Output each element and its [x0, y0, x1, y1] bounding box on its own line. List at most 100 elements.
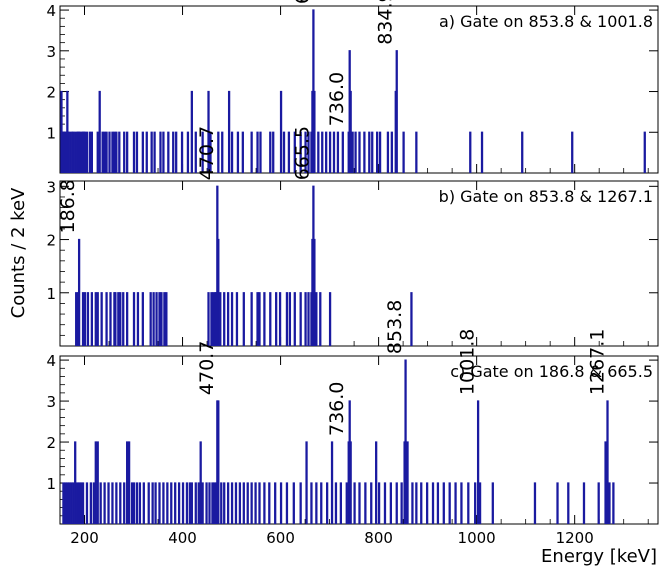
- histogram-bin: [98, 90, 101, 173]
- histogram-bin: [78, 131, 82, 173]
- histogram-bin: [315, 292, 318, 346]
- histogram-bin: [242, 292, 245, 346]
- histogram-bin: [336, 131, 340, 173]
- histogram-bin: [293, 131, 296, 173]
- histogram-bin: [64, 482, 67, 524]
- histogram-bin: [159, 131, 162, 173]
- histogram-bin: [378, 131, 382, 173]
- histogram-bin: [395, 50, 398, 173]
- histogram-bin: [127, 441, 131, 524]
- x-tick-label: 1000: [458, 529, 496, 547]
- histogram-bin: [242, 482, 245, 524]
- histogram-bin: [108, 131, 111, 173]
- histogram-bin: [339, 482, 342, 524]
- histogram-bin: [275, 292, 278, 346]
- histogram-bin: [96, 292, 99, 346]
- histogram-bin: [166, 482, 169, 524]
- peak-label: 736.0: [326, 382, 348, 436]
- peak-label: 834.9: [375, 0, 397, 45]
- panel-frame: [59, 180, 659, 347]
- histogram-bin: [371, 131, 374, 173]
- histogram-bin: [141, 292, 144, 346]
- histogram-bin: [230, 292, 234, 346]
- panel-a: 1 2 3 4 a) Gate on 853.8 & 1001.8 665.5 736.0 8…: [46, 0, 659, 174]
- histogram-bin: [263, 292, 266, 346]
- peak-label: 1267.1: [587, 329, 609, 395]
- histogram-bin: [77, 238, 81, 346]
- histogram-bin: [395, 482, 398, 524]
- histogram-bin: [345, 482, 348, 524]
- histogram-bin: [186, 131, 190, 173]
- histogram-bin: [100, 292, 103, 346]
- histogram-bin: [236, 131, 240, 173]
- histogram-bin: [109, 292, 112, 346]
- peak-label: 665.5: [292, 0, 314, 4]
- histogram-bin: [174, 482, 177, 524]
- histogram-bin: [390, 131, 393, 173]
- histogram-bin: [279, 482, 283, 524]
- histogram-bin: [288, 292, 292, 346]
- histogram-bin: [147, 482, 150, 524]
- histogram-bin: [66, 482, 69, 524]
- histogram-bin: [258, 292, 261, 346]
- panel-b: 1 2 3 b) Gate on 853.8 & 1267.1 186.8 470.7 66…: [46, 126, 659, 347]
- peak-label: 1001.8: [457, 329, 479, 395]
- histogram-bin: [597, 482, 600, 524]
- histogram-bin: [328, 131, 332, 173]
- histogram-bin: [85, 131, 89, 173]
- histogram-bin: [126, 292, 129, 346]
- y-tick-label: 3: [46, 43, 56, 61]
- histogram-bin: [118, 131, 121, 173]
- histogram-bin: [238, 482, 242, 524]
- histogram-bin: [123, 131, 126, 173]
- histogram-bin: [69, 131, 72, 173]
- histogram-bin: [436, 482, 440, 524]
- peak-label: 736.0: [326, 72, 348, 126]
- histogram-bin: [582, 482, 586, 524]
- x-tick-label: 600: [266, 529, 295, 547]
- histogram-bin: [158, 482, 161, 524]
- histogram-bin: [293, 292, 296, 346]
- histogram-bin: [254, 482, 257, 524]
- histogram-bin: [76, 482, 79, 524]
- histogram-bin: [307, 131, 310, 173]
- histogram-bin: [122, 292, 125, 346]
- histogram-bin: [152, 292, 155, 346]
- histogram-bin: [415, 482, 418, 524]
- histogram-bin: [201, 482, 204, 524]
- histogram-bin: [307, 292, 310, 346]
- histogram-bin: [223, 482, 226, 524]
- histogram-bin: [132, 482, 136, 524]
- panel-title: c) Gate on 186.8 & 665.5: [450, 362, 653, 381]
- histogram-bin: [354, 131, 357, 173]
- histogram-bin: [105, 131, 108, 173]
- histogram-bin: [386, 131, 390, 173]
- histogram-bin: [299, 482, 302, 524]
- histogram-bin: [556, 482, 559, 524]
- histogram-bin: [310, 482, 313, 524]
- histogram-bin: [402, 131, 405, 173]
- histogram-bin: [313, 90, 316, 173]
- histogram-bin: [330, 441, 334, 524]
- histogram-bin: [315, 482, 318, 524]
- histogram-bin: [213, 482, 216, 524]
- histogram-bin: [474, 482, 477, 524]
- histogram-bin: [608, 482, 611, 524]
- histogram-bin: [119, 482, 122, 524]
- histogram-bin: [442, 482, 445, 524]
- histogram-bin: [285, 482, 289, 524]
- histogram-bin: [194, 131, 197, 173]
- histogram-bin: [94, 441, 97, 524]
- histogram-bin: [400, 482, 403, 524]
- histogram-bin: [74, 131, 77, 173]
- histogram-bin: [141, 131, 144, 173]
- y-tick-label: 1: [46, 475, 56, 493]
- histogram-bin: [643, 131, 646, 173]
- histogram-bin: [123, 482, 126, 524]
- histogram-bin: [188, 482, 192, 524]
- histogram-bin: [130, 482, 134, 524]
- y-tick-label: 2: [46, 84, 56, 102]
- histogram-bin: [358, 131, 361, 173]
- histogram-bin: [567, 482, 570, 524]
